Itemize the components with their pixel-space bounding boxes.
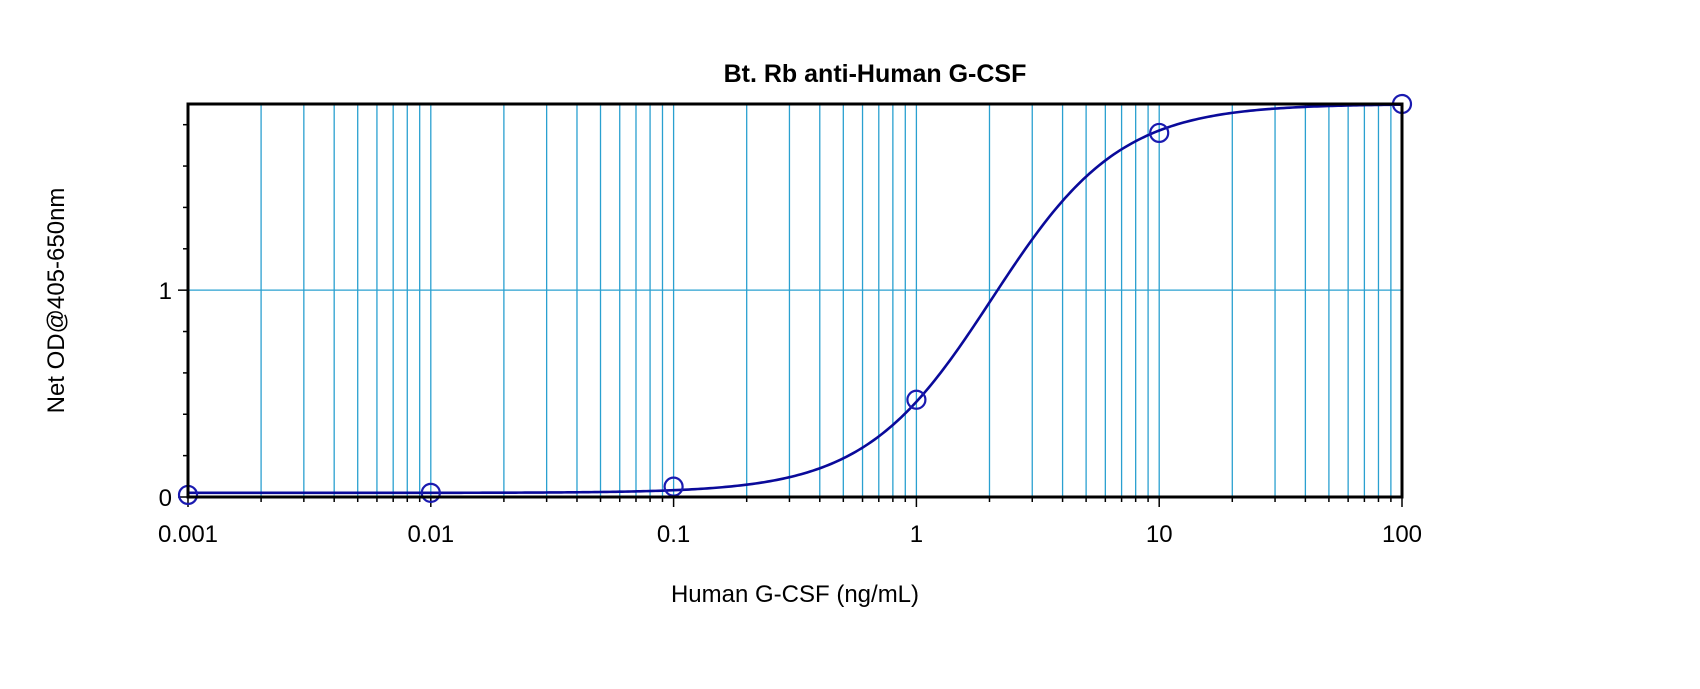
- data-point: [1149, 122, 1170, 144]
- x-tick-label: 0.1: [657, 521, 690, 548]
- x-tick-label: 100: [1382, 521, 1422, 548]
- data-points: [177, 93, 1413, 506]
- grid-lines: [188, 104, 1402, 497]
- plot-frame: [186, 102, 1404, 499]
- data-point: [420, 482, 441, 503]
- y-tick-label: 1: [159, 278, 172, 305]
- tick-labels: 0.001 0.01 0.1 1 10 100 0 1: [158, 278, 1422, 548]
- data-point: [906, 389, 927, 410]
- x-tick-label: 0.001: [158, 521, 218, 548]
- fit-curve: [188, 103, 1403, 495]
- y-tick-label: 0: [159, 485, 172, 512]
- x-tick-label: 0.01: [407, 521, 454, 548]
- x-tick-label: 1: [910, 521, 923, 548]
- x-tick-label: 10: [1146, 521, 1173, 548]
- fit-curve-group: [188, 103, 1403, 495]
- x-axis-label: Human G-CSF (ng/mL): [671, 581, 919, 608]
- y-axis-label: Net OD@405-650nm: [43, 188, 70, 414]
- chart-title: Bt. Rb anti-Human G-CSF: [724, 60, 1027, 88]
